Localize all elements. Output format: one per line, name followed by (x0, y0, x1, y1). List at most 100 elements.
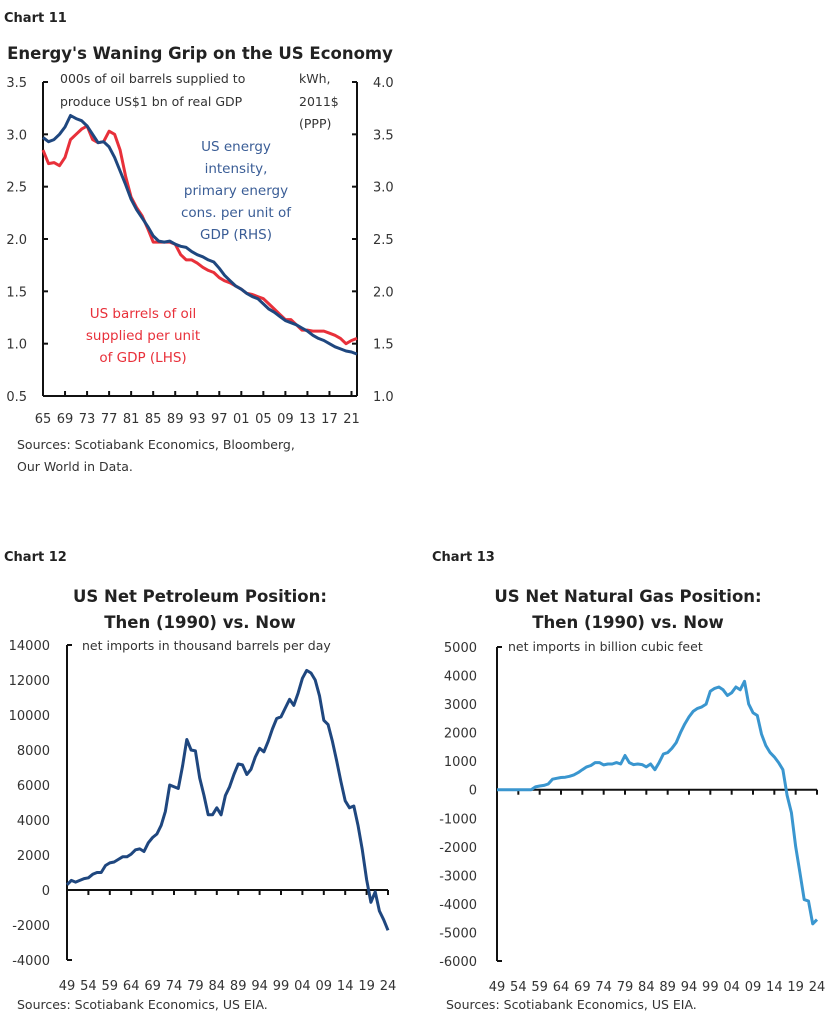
chart-title-line1: US Net Petroleum Position: (73, 587, 327, 606)
source-line-2: Our World in Data. (17, 459, 133, 474)
left-axis-tick-label: 0.5 (6, 390, 27, 405)
y-axis-tick-label: -4000 (439, 898, 477, 913)
x-axis-tick-label: 74 (166, 979, 183, 994)
y-axis-tick-label: 1000 (444, 755, 477, 770)
x-axis-tick-label: 79 (187, 979, 204, 994)
chart-13-plot: -6000 -5000 -4000 -3000 -2000 -1000 0 1000 2000 3… (439, 641, 825, 995)
x-axis-tick-label: 19 (787, 980, 804, 995)
left-axis-tick-label: 3.0 (6, 128, 27, 143)
x-axis-tick-label: 17 (321, 412, 338, 427)
chart-label: Chart 13 (432, 550, 495, 565)
right-axis-tick-label: 1.0 (373, 390, 394, 405)
chart-title-line1: US Net Natural Gas Position: (494, 587, 761, 606)
x-axis-tick-label: 84 (638, 980, 655, 995)
chart-label: Chart 11 (4, 11, 67, 26)
blue-series-annotation: US energy intensity, primary energy cons. p… (181, 139, 292, 243)
chart-subtitle: net imports in thousand barrels per day (82, 638, 331, 653)
chart-12-plot: -4000-2000020004000600080001000012000140… (9, 639, 397, 994)
y-axis-tick-label: -6000 (439, 955, 477, 970)
y-axis-tick-label: 4000 (444, 670, 477, 685)
blue-annotation-line: primary energy (184, 183, 288, 199)
red-series-annotation: US barrels of oil supplied per unit of GDP… (86, 306, 200, 366)
left-axis-unit-line2: produce US$1 bn of real GDP (60, 94, 243, 109)
x-axis-tick-label: 19 (358, 979, 375, 994)
source: Sources: Scotiabank Economics, US EIA. (17, 997, 268, 1012)
x-axis-tick-label: 77 (101, 412, 118, 427)
x-axis-tick-label: 69 (57, 412, 74, 427)
y-axis-tick-label: -2000 (12, 919, 50, 934)
left-axis-tick-label: 1.0 (6, 338, 27, 353)
y-axis-tick-label: 0 (42, 884, 50, 899)
series-line (65, 668, 390, 931)
right-axis-tick-label: 2.0 (373, 285, 394, 300)
y-axis-tick-label: 2000 (17, 849, 50, 864)
blue-annotation-line: intensity, (205, 161, 268, 177)
right-axis-tick-label: 3.5 (373, 128, 394, 143)
right-axis-tick-label: 3.0 (373, 181, 394, 196)
red-annotation-line: supplied per unit (86, 328, 200, 344)
y-axis-tick-label: 0 (469, 784, 477, 799)
x-axis-tick-label: 14 (337, 979, 354, 994)
x-axis-tick-label: 01 (233, 412, 250, 427)
x-axis-tick-label: 81 (123, 412, 140, 427)
blue-annotation-line: cons. per unit of (181, 205, 292, 221)
y-axis-tick-label: 3000 (444, 698, 477, 713)
series-line-energy-intensity (42, 114, 358, 356)
x-axis-tick-label: 13 (299, 412, 316, 427)
x-axis-tick-label: 89 (167, 412, 184, 427)
x-axis-tick-label: 64 (123, 979, 140, 994)
y-axis-tick-label: 2000 (444, 727, 477, 742)
left-axis-unit-line1: 000s of oil barrels supplied to (60, 71, 245, 86)
x-axis-tick-label: 54 (80, 979, 97, 994)
x-axis-tick-label: 14 (766, 980, 783, 995)
x-axis-tick-label: 09 (316, 979, 333, 994)
y-axis-tick-label: 14000 (9, 639, 50, 654)
y-axis-tick-label: 5000 (444, 641, 477, 656)
x-axis-tick-label: 09 (277, 412, 294, 427)
right-axis-tick-label: 1.5 (373, 338, 394, 353)
x-axis-tick-label: 05 (255, 412, 272, 427)
left-axis-tick-label: 2.5 (6, 181, 27, 196)
left-axis-tick-label: 3.5 (6, 76, 27, 91)
x-axis-tick-label: 09 (745, 980, 762, 995)
x-axis-tick-label: 89 (230, 979, 247, 994)
chart-11: Chart 11 Energy's Waning Grip on the US … (4, 11, 394, 474)
blue-annotation-line: US energy (201, 139, 271, 155)
x-axis-tick-label: 24 (809, 980, 826, 995)
x-axis-tick-label: 54 (510, 980, 527, 995)
x-axis-tick-label: 89 (659, 980, 676, 995)
red-annotation-line: of GDP (LHS) (99, 350, 186, 366)
series-line (497, 679, 819, 926)
left-axis-tick-label: 1.5 (6, 285, 27, 300)
x-axis-tick-label: 04 (294, 979, 311, 994)
x-axis-tick-label: 85 (145, 412, 162, 427)
y-axis-tick-label: -4000 (12, 954, 50, 969)
y-axis-tick-label: -3000 (439, 869, 477, 884)
chart-subtitle: net imports in billion cubic feet (508, 639, 703, 654)
x-axis-tick-label: 49 (489, 980, 506, 995)
x-axis-tick-label: 79 (617, 980, 634, 995)
x-axis-tick-label: 49 (59, 979, 76, 994)
source-line-1: Sources: Scotiabank Economics, Bloomberg… (17, 437, 295, 452)
y-axis-tick-label: -1000 (439, 812, 477, 827)
x-axis-tick-label: 74 (595, 980, 612, 995)
y-axis-tick-label: -5000 (439, 926, 477, 941)
source: Sources: Scotiabank Economics, US EIA. (446, 997, 697, 1012)
x-axis-tick-label: 21 (343, 412, 360, 427)
y-axis-tick-label: 12000 (9, 674, 50, 689)
chart-11-plot: 0.5 1.0 1.5 2.0 2.5 3.0 3.5 1.0 1.5 2.0 2.5 3.0 3.5 4… (6, 76, 393, 427)
x-axis-tick-label: 69 (574, 980, 591, 995)
x-axis-tick-label: 24 (380, 979, 397, 994)
right-axis-unit-line3: (PPP) (299, 116, 331, 131)
x-axis-tick-label: 99 (273, 979, 290, 994)
x-axis-tick-label: 94 (681, 980, 698, 995)
x-axis-tick-label: 73 (79, 412, 96, 427)
y-axis-tick-label: 4000 (17, 814, 50, 829)
x-axis-tick-label: 69 (144, 979, 161, 994)
chart-12: Chart 12 US Net Petroleum Position: Then… (4, 550, 396, 1012)
chart-title-line2: Then (1990) vs. Now (104, 613, 295, 632)
x-axis-tick-label: 97 (211, 412, 228, 427)
x-axis-tick-label: 59 (531, 980, 548, 995)
right-axis-tick-label: 4.0 (373, 76, 394, 91)
